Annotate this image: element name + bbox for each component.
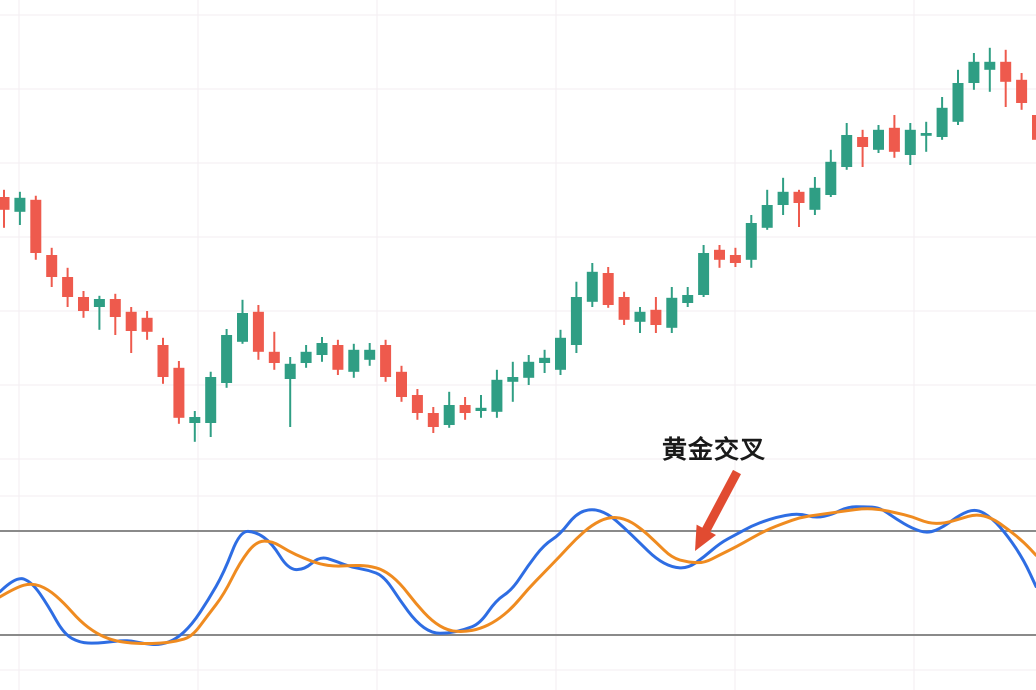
golden-cross-arrow-icon bbox=[695, 469, 741, 551]
k-line bbox=[0, 505, 1036, 646]
candlestick-series bbox=[0, 47, 1036, 442]
golden-cross-annotation: 黄金交叉 bbox=[661, 436, 766, 464]
d-line bbox=[0, 507, 1036, 646]
